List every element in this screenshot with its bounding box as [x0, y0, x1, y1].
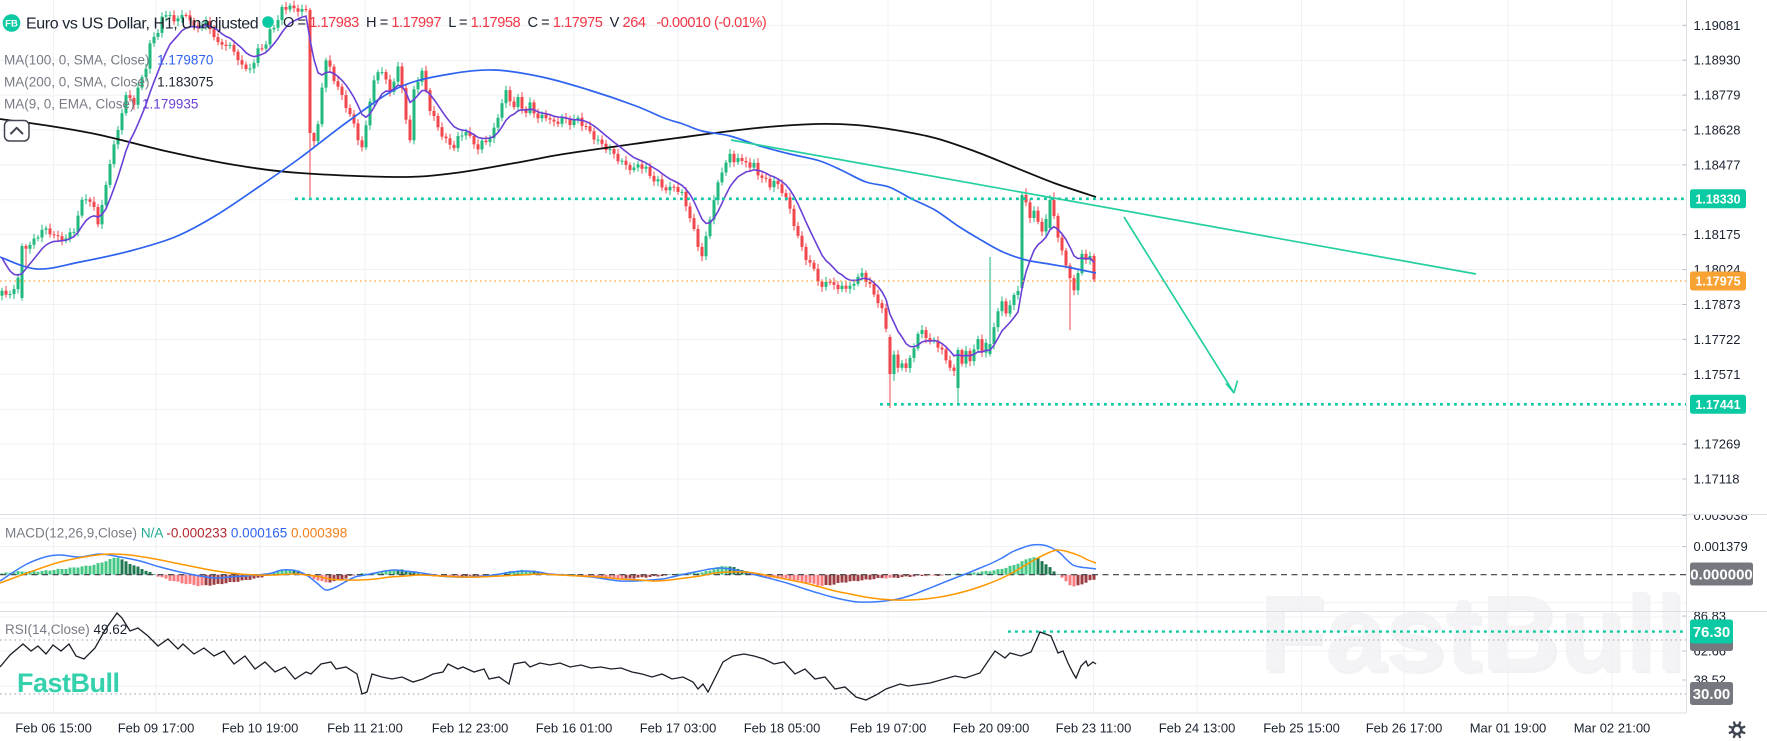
svg-text:0.000000: 0.000000	[1690, 566, 1753, 583]
svg-text:1.18628: 1.18628	[1694, 123, 1741, 138]
svg-text:FastBull: FastBull	[17, 668, 120, 698]
svg-text:Euro vs US Dollar, H1, Unadjus: Euro vs US Dollar, H1, Unadjusted	[26, 16, 258, 33]
svg-text:1.17441: 1.17441	[1695, 398, 1740, 412]
svg-text:Feb 09 17:00: Feb 09 17:00	[118, 721, 195, 736]
svg-text:Feb 10 19:00: Feb 10 19:00	[222, 721, 299, 736]
svg-text:RSI(14,Close) 49.62: RSI(14,Close) 49.62	[5, 622, 127, 637]
svg-text:Feb 23 11:00: Feb 23 11:00	[1056, 721, 1132, 736]
svg-text:Feb 11 21:00: Feb 11 21:00	[327, 721, 403, 736]
svg-text:1.18477: 1.18477	[1694, 157, 1741, 172]
svg-text:1.18175: 1.18175	[1694, 227, 1741, 242]
svg-text:Feb 24 13:00: Feb 24 13:00	[1159, 721, 1236, 736]
svg-text:76.30: 76.30	[1693, 624, 1731, 641]
svg-text:MA(9, 0, EMA, Close) 1.179935: MA(9, 0, EMA, Close) 1.179935	[4, 97, 198, 112]
svg-text:1.17873: 1.17873	[1694, 297, 1741, 312]
svg-text:FB: FB	[5, 19, 18, 30]
svg-text:MA(100, 0, SMA, Close) 1.1798: MA(100, 0, SMA, Close) 1.179870	[4, 53, 213, 68]
svg-text:1.18930: 1.18930	[1694, 53, 1741, 68]
svg-text:1.17722: 1.17722	[1694, 332, 1741, 347]
svg-text:1.17571: 1.17571	[1694, 367, 1741, 382]
svg-text:Feb 18 05:00: Feb 18 05:00	[744, 721, 821, 736]
svg-text:MACD(12,26,9,Close) N/A -0.000: MACD(12,26,9,Close) N/A -0.000233 0.0001…	[5, 526, 347, 541]
svg-text:1.18779: 1.18779	[1694, 88, 1741, 103]
svg-text:1.17269: 1.17269	[1694, 437, 1741, 452]
svg-text:MA(200, 0, SMA, Close) 1.1830: MA(200, 0, SMA, Close) 1.183075	[4, 75, 213, 90]
svg-text:O = 1.17983 H = 1.17997 L =: O = 1.17983 H = 1.17997 L = 1.17958 C = …	[283, 15, 766, 31]
svg-text:Feb 25 15:00: Feb 25 15:00	[1263, 721, 1340, 736]
svg-text:Feb 26 17:00: Feb 26 17:00	[1366, 721, 1443, 736]
svg-text:Feb 19 07:00: Feb 19 07:00	[850, 721, 927, 736]
svg-text:Feb 06 15:00: Feb 06 15:00	[15, 721, 92, 736]
svg-text:Feb 17 03:00: Feb 17 03:00	[640, 721, 717, 736]
svg-text:Feb 12 23:00: Feb 12 23:00	[432, 721, 509, 736]
svg-text:1.19081: 1.19081	[1694, 18, 1741, 33]
svg-text:Mar 01 19:00: Mar 01 19:00	[1470, 721, 1547, 736]
svg-text:1.17118: 1.17118	[1694, 472, 1740, 487]
svg-text:30.00: 30.00	[1693, 686, 1731, 703]
svg-text:1.17975: 1.17975	[1695, 275, 1740, 289]
svg-text:1.18330: 1.18330	[1695, 192, 1740, 206]
svg-text:Feb 16 01:00: Feb 16 01:00	[536, 721, 613, 736]
svg-text:Feb 20 09:00: Feb 20 09:00	[953, 721, 1030, 736]
svg-text:0.001379: 0.001379	[1694, 539, 1748, 554]
svg-text:Mar 02 21:00: Mar 02 21:00	[1574, 721, 1651, 736]
svg-text:FastBull: FastBull	[1262, 575, 1688, 696]
